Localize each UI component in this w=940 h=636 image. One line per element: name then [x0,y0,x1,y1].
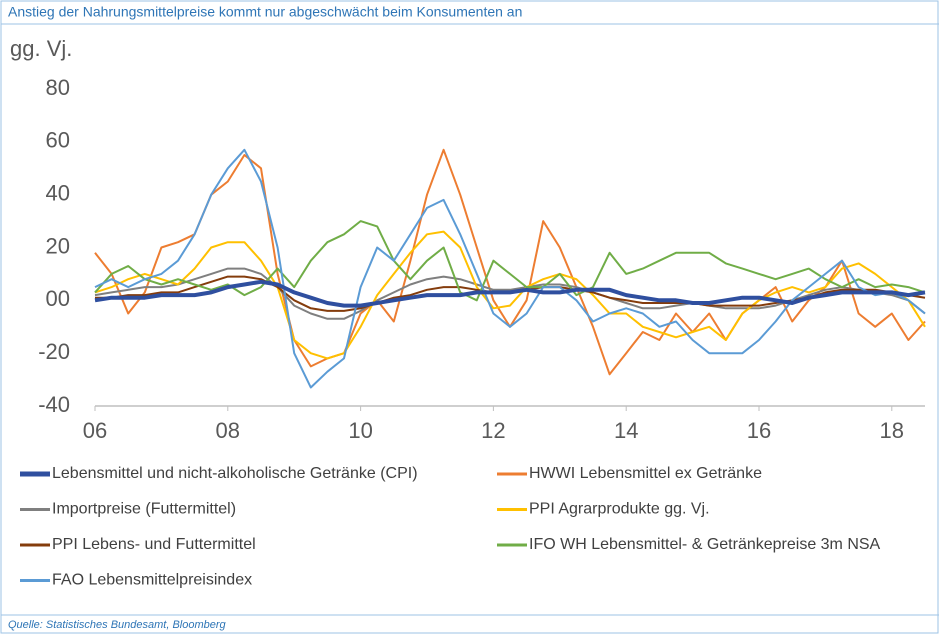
x-tick-label: 16 [747,418,771,443]
series-line [94,230,926,360]
legend-label: PPI Agrarprodukte gg. Vj. [529,501,710,518]
legend-label: HWWI Lebensmittel ex Getränke [529,465,762,482]
y-tick-label: 00 [46,286,70,311]
x-tick-label: 18 [880,418,904,443]
y-tick-label: -20 [38,339,70,364]
series-line [94,148,926,389]
x-tick-label: 06 [83,418,107,443]
legend-label: Importpreise (Futtermittel) [52,501,236,518]
x-tick-label: 14 [614,418,638,443]
x-tick-label: 12 [481,418,505,443]
legend-label: IFO WH Lebensmittel- & Getränkepreise 3m… [529,536,881,553]
y-tick-label: 80 [46,75,70,100]
legend-label: PPI Lebens- und Futtermittel [52,536,256,553]
x-tick-label: 08 [216,418,240,443]
y-tick-label: 20 [46,233,70,258]
series-line [94,148,926,376]
y-tick-label: 40 [46,180,70,205]
y-tick-label: -40 [38,392,70,417]
y-axis-label: gg. Vj. [10,36,72,61]
y-tick-label: 60 [46,128,70,153]
chart-title: Anstieg der Nahrungsmittelpreise kommt n… [8,4,522,20]
legend-label: Lebensmittel und nicht-alkoholische Getr… [52,465,418,482]
x-tick-label: 10 [348,418,372,443]
series-line [94,279,926,308]
source: Quelle: Statistisches Bundesamt, Bloombe… [8,619,227,631]
legend-label: FAO Lebensmittelpreisindex [52,572,252,589]
